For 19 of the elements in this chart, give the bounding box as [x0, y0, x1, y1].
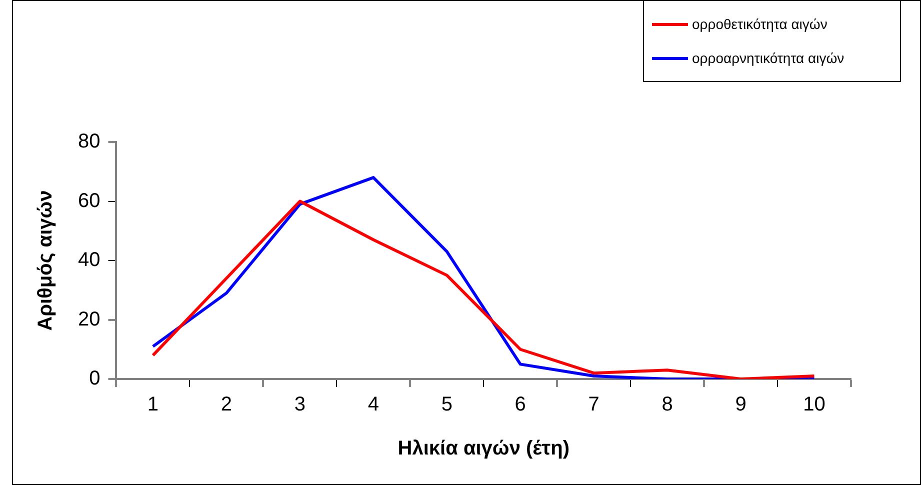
y-tick-label: 60	[78, 190, 100, 212]
y-axis-title: Αριθμός αιγών	[34, 190, 57, 331]
y-tick-label: 80	[78, 130, 100, 153]
y-tick-label: 40	[78, 249, 100, 272]
x-tick-label: 6	[514, 394, 526, 416]
x-tick-label: 5	[441, 394, 452, 416]
x-tick-label: 7	[588, 394, 600, 416]
x-tick-label: 8	[662, 394, 673, 416]
x-tick-label: 3	[294, 394, 306, 416]
legend-label: ορροθετικότητα αιγών	[692, 16, 828, 32]
x-tick-label: 1	[147, 394, 159, 416]
y-tick-label: 20	[78, 308, 100, 330]
x-tick-label: 9	[735, 394, 746, 416]
x-tick-label: 10	[803, 394, 826, 416]
y-tick-label: 0	[89, 368, 100, 390]
legend-label: ορροαρνητικότητα αιγών	[692, 50, 844, 66]
x-tick-label: 4	[368, 394, 379, 416]
x-tick-label: 2	[220, 394, 232, 416]
x-axis-title: Ηλικία αιγών (έτη)	[398, 438, 570, 460]
